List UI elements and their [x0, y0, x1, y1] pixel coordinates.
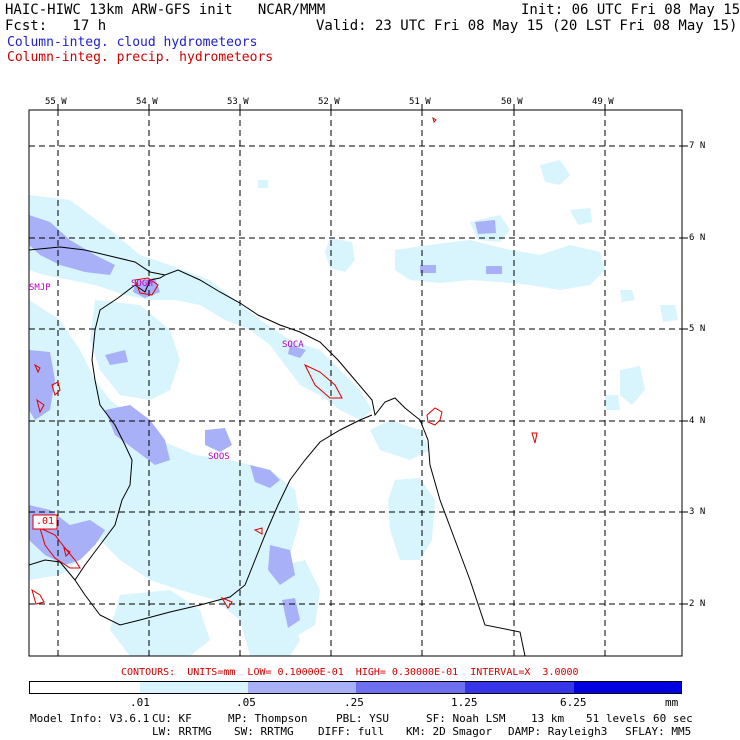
contour-label: .01: [36, 516, 55, 527]
diffusion-option: DIFF: full: [318, 725, 385, 738]
colorbar-segment: [140, 682, 248, 693]
lon-label: 54 W: [136, 97, 158, 107]
axis-ticks: [57, 104, 688, 605]
colorbar-segment: [30, 682, 140, 693]
station-label-soos: SOOS: [208, 452, 230, 462]
station-label-smjp: SMJP: [29, 283, 51, 293]
colorbar-units: mm: [665, 696, 679, 709]
colorbar-segment: [574, 682, 681, 693]
station-label-soca: SOCA: [282, 340, 304, 350]
lon-label: 49 W: [592, 97, 614, 107]
colorbar-tick-label: .25: [344, 696, 364, 709]
lat-label: 7 N: [689, 141, 706, 151]
precip-contour: [31, 116, 538, 609]
lat-label: 3 N: [689, 507, 706, 517]
cloud-medium-field: [29, 215, 502, 628]
vertical-levels: 51 levels: [586, 712, 646, 725]
pbl-scheme: PBL: YSU: [336, 712, 389, 725]
model-version: Model Info: V3.6.1: [30, 712, 150, 725]
damping-option: DAMP: Rayleigh3: [508, 725, 608, 738]
valid-time: Valid: 23 UTC Fri 08 May 15 (20 LST Fri …: [316, 18, 738, 34]
lon-label: 51 W: [409, 97, 431, 107]
field-cloud-label: Column-integ. cloud hydrometeors: [7, 35, 258, 50]
km-option: KM: 2D Smagor: [406, 725, 493, 738]
init-time: Init: 06 UTC Fri 08 May 15: [521, 2, 740, 18]
colorbar-tick-label: .05: [236, 696, 256, 709]
colorbar-segment: [248, 682, 356, 693]
colorbar-segment: [465, 682, 574, 693]
colorbar-tick-label: 1.25: [451, 696, 478, 709]
coastline: [29, 246, 526, 656]
lon-label: 50 W: [501, 97, 523, 107]
microphysics-scheme: MP: Thompson: [228, 712, 308, 725]
field-precip-label: Column-integ. precip. hydrometeors: [7, 50, 274, 65]
contours-info: CONTOURS: UNITS=mm LOW= 0.10000E-01 HIGH…: [121, 667, 579, 678]
lon-label: 55 W: [45, 97, 67, 107]
time-step: 60 sec: [653, 712, 693, 725]
lon-label: 53 W: [227, 97, 249, 107]
colorbar-tick-label: .01: [130, 696, 150, 709]
colorbar-segment: [356, 682, 465, 693]
contour-label-box: [32, 514, 58, 530]
lon-label: 52 W: [318, 97, 340, 107]
station-label-sogm: SOGM: [131, 279, 153, 289]
shortwave-scheme: SW: RRTMG: [234, 725, 294, 738]
map-frame: [28, 109, 683, 657]
plot-title: HAIC-HIWC 13km ARW-GFS init NCAR/MMM: [5, 2, 326, 18]
surface-layer-option: SFLAY: MM5: [625, 725, 692, 738]
longwave-scheme: LW: RRTMG: [152, 725, 212, 738]
grid-resolution: 13 km: [531, 712, 565, 725]
lat-label: 6 N: [689, 233, 706, 243]
surface-scheme: SF: Noah LSM: [426, 712, 506, 725]
lat-label: 5 N: [689, 324, 706, 334]
forecast-hour: Fcst: 17 h: [5, 18, 107, 34]
lat-lon-grid: [29, 110, 682, 656]
lat-label: 4 N: [689, 416, 706, 426]
colorbar-tick-label: 6.25: [560, 696, 587, 709]
colorbar: [29, 681, 682, 694]
cumulus-scheme: CU: KF: [152, 712, 192, 725]
lat-label: 2 N: [689, 599, 706, 609]
